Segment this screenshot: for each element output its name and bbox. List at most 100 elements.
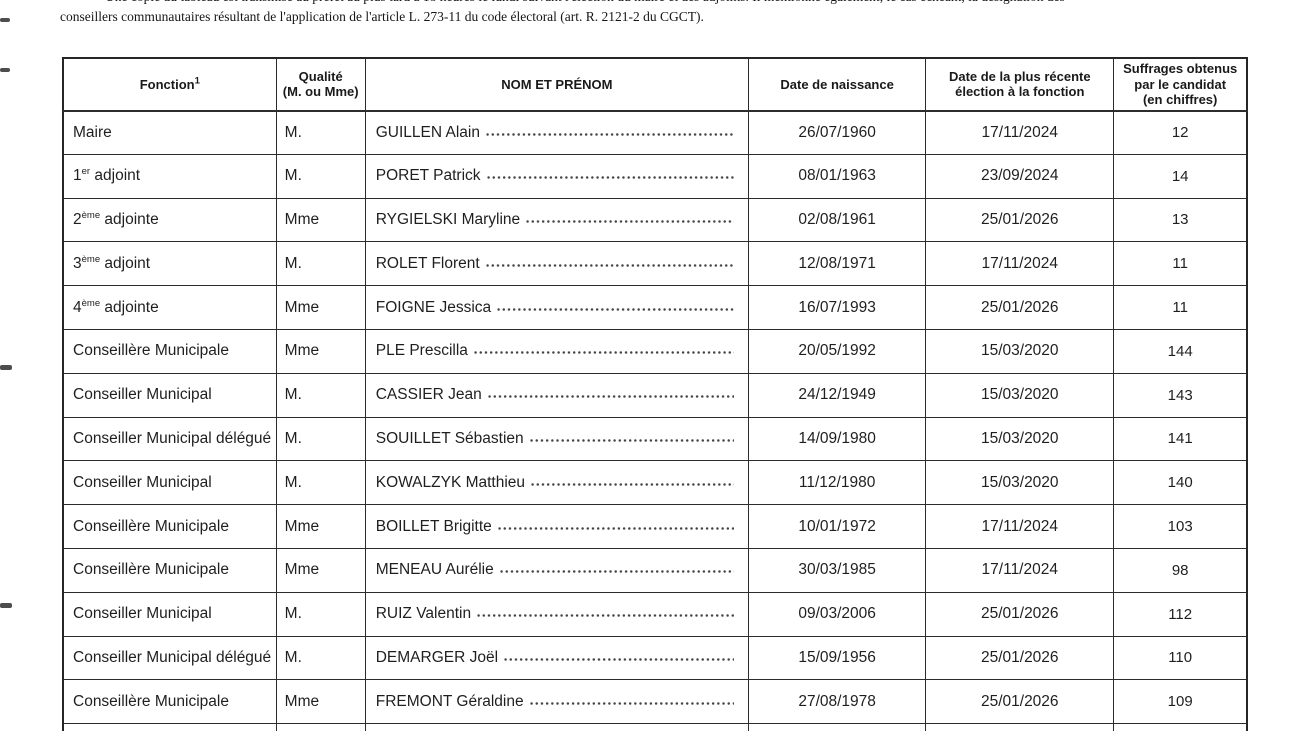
date-naissance-cell: 30/03/1985 xyxy=(748,547,927,593)
date-election-cell: 25/01/2026 xyxy=(925,635,1115,681)
fonction-text: Conseillère Municipale xyxy=(73,517,229,535)
suffrages-cell: 11 xyxy=(1113,241,1248,287)
dotted-leader xyxy=(503,656,735,662)
partial-clipped-row xyxy=(62,723,1248,731)
suffrages-cell: 110 xyxy=(1113,635,1248,681)
fonction-cell: Maire xyxy=(62,110,277,155)
empty-clipped-cell xyxy=(925,723,1115,731)
dotted-leader xyxy=(528,437,735,443)
dotted-leader xyxy=(498,569,735,575)
intro-line-2: conseillers communautaires résultant de … xyxy=(60,8,704,24)
date-election-cell: 25/01/2026 xyxy=(925,679,1115,725)
empty-clipped-cell xyxy=(364,723,750,731)
table-row: 2ème adjointe Mme RYGIELSKI Maryline 02/08/… xyxy=(62,197,1248,243)
qualite-cell: M. xyxy=(275,635,366,681)
header-row: Fonction1 Qualité (M. ou Mme) NOM ET PRÉ… xyxy=(62,57,1248,112)
date-naissance-cell: 20/05/1992 xyxy=(748,328,927,374)
header-naissance: Date de naissance xyxy=(748,57,927,112)
nom-text: FREMONT Géraldine xyxy=(375,692,524,710)
qualite-cell: M. xyxy=(275,372,366,418)
fonction-text: Conseiller Municipal délégué xyxy=(73,429,272,447)
dotted-leader xyxy=(472,350,735,356)
suffrages-cell: 144 xyxy=(1113,328,1248,374)
fonction-cell: Conseillère Municipale xyxy=(62,328,277,374)
table-row: Conseillère Municipale Mme MENEAU Aurélie 3… xyxy=(62,547,1248,593)
table-row: Conseiller Municipal M. KOWALZYK Matthieu 1… xyxy=(62,460,1248,506)
date-election-cell: 17/11/2024 xyxy=(925,110,1115,155)
date-naissance-cell: 08/01/1963 xyxy=(748,153,927,199)
qualite-cell: Mme xyxy=(275,328,366,374)
fonction-cell: 2ème adjointe xyxy=(62,197,277,243)
suffrages-cell: 112 xyxy=(1113,591,1248,637)
header-naissance-label: Date de naissance xyxy=(780,76,894,92)
date-naissance-cell: 24/12/1949 xyxy=(748,372,927,418)
dotted-leader xyxy=(496,525,735,531)
suffrages-cell: 12 xyxy=(1113,110,1248,155)
table-row: Conseillère Municipale Mme BOILLET Brigitt… xyxy=(62,504,1248,549)
header-suffrages-line2: par le candidat xyxy=(1134,76,1227,92)
date-election-cell: 17/11/2024 xyxy=(925,241,1115,287)
date-naissance-cell: 14/09/1980 xyxy=(748,416,927,462)
table-row: Conseiller Municipal délégué M. SOUILLET S… xyxy=(62,416,1248,462)
header-qualite-line1: Qualité xyxy=(298,68,343,84)
nom-cell: PORET Patrick xyxy=(364,153,750,199)
fonction-cell: Conseiller Municipal délégué xyxy=(62,635,277,681)
nom-cell: PLE Prescilla xyxy=(364,328,750,374)
date-naissance-cell: 16/07/1993 xyxy=(748,285,927,330)
suffrages-cell: 109 xyxy=(1113,679,1248,725)
dotted-leader xyxy=(485,175,735,181)
nom-cell: RUIZ Valentin xyxy=(364,591,750,637)
qualite-cell: M. xyxy=(275,110,366,155)
nom-cell: RYGIELSKI Maryline xyxy=(364,197,750,243)
fonction-text: Conseiller Municipal xyxy=(73,605,212,623)
header-election-line2: élection à la fonction xyxy=(955,84,1085,100)
suffrages-cell: 103 xyxy=(1113,504,1248,549)
fonction-cell: 3ème adjoint xyxy=(62,241,277,287)
nom-text: KOWALZYK Matthieu xyxy=(375,473,526,491)
qualite-cell: M. xyxy=(275,153,366,199)
nom-cell: SOUILLET Sébastien xyxy=(364,416,750,462)
dotted-leader xyxy=(486,394,735,400)
fonction-text: Conseillère Municipale xyxy=(73,561,229,579)
nom-text: SOUILLET Sébastien xyxy=(375,429,524,447)
fonction-ordinal-sup: ème xyxy=(81,209,101,221)
fonction-text: Conseillère Municipale xyxy=(73,692,229,710)
date-naissance-cell: 02/08/1961 xyxy=(748,197,927,243)
table-row: Maire M. GUILLEN Alain 26/07/1960 17/11/2024… xyxy=(62,110,1248,155)
fonction-cell: 1er adjoint xyxy=(62,153,277,199)
suffrages-cell: 13 xyxy=(1113,197,1248,243)
date-election-cell: 15/03/2020 xyxy=(925,460,1115,506)
suffrages-cell: 11 xyxy=(1113,285,1248,330)
scan-artifact xyxy=(0,68,10,72)
header-election: Date de la plus récente élection à la fo… xyxy=(925,57,1115,112)
date-naissance-cell: 09/03/2006 xyxy=(748,591,927,637)
empty-clipped-cell xyxy=(1113,723,1248,731)
dotted-leader xyxy=(530,481,735,487)
nom-text: GUILLEN Alain xyxy=(375,123,480,141)
empty-clipped-cell xyxy=(62,723,277,731)
fonction-ordinal-sup: er xyxy=(81,166,91,178)
date-naissance-cell: 26/07/1960 xyxy=(748,110,927,155)
nom-cell: CASSIER Jean xyxy=(364,372,750,418)
header-qualite-line2: (M. ou Mme) xyxy=(282,84,359,100)
header-fonction: Fonction1 xyxy=(62,57,277,112)
fonction-text: Conseiller Municipal délégué xyxy=(73,648,272,666)
fonction-ordinal-sup: ème xyxy=(81,297,101,309)
date-election-cell: 15/03/2020 xyxy=(925,416,1115,462)
scan-artifact xyxy=(0,603,12,608)
dotted-leader xyxy=(496,306,735,312)
fonction-text: Conseiller Municipal xyxy=(73,473,212,491)
date-election-cell: 17/11/2024 xyxy=(925,547,1115,593)
nom-text: BOILLET Brigitte xyxy=(375,517,492,535)
suffrages-cell: 143 xyxy=(1113,372,1248,418)
intro-note: Une copie du tableau est transmise au pr… xyxy=(60,0,1265,26)
dotted-leader xyxy=(528,700,735,706)
date-naissance-cell: 15/09/1956 xyxy=(748,635,927,681)
table-row: Conseillère Municipale Mme PLE Prescilla 20… xyxy=(62,328,1248,374)
nom-text: MENEAU Aurélie xyxy=(375,561,494,579)
fonction-text: 1 xyxy=(73,167,82,185)
date-election-cell: 15/03/2020 xyxy=(925,328,1115,374)
fonction-text: 3 xyxy=(73,254,82,272)
date-election-cell: 15/03/2020 xyxy=(925,372,1115,418)
